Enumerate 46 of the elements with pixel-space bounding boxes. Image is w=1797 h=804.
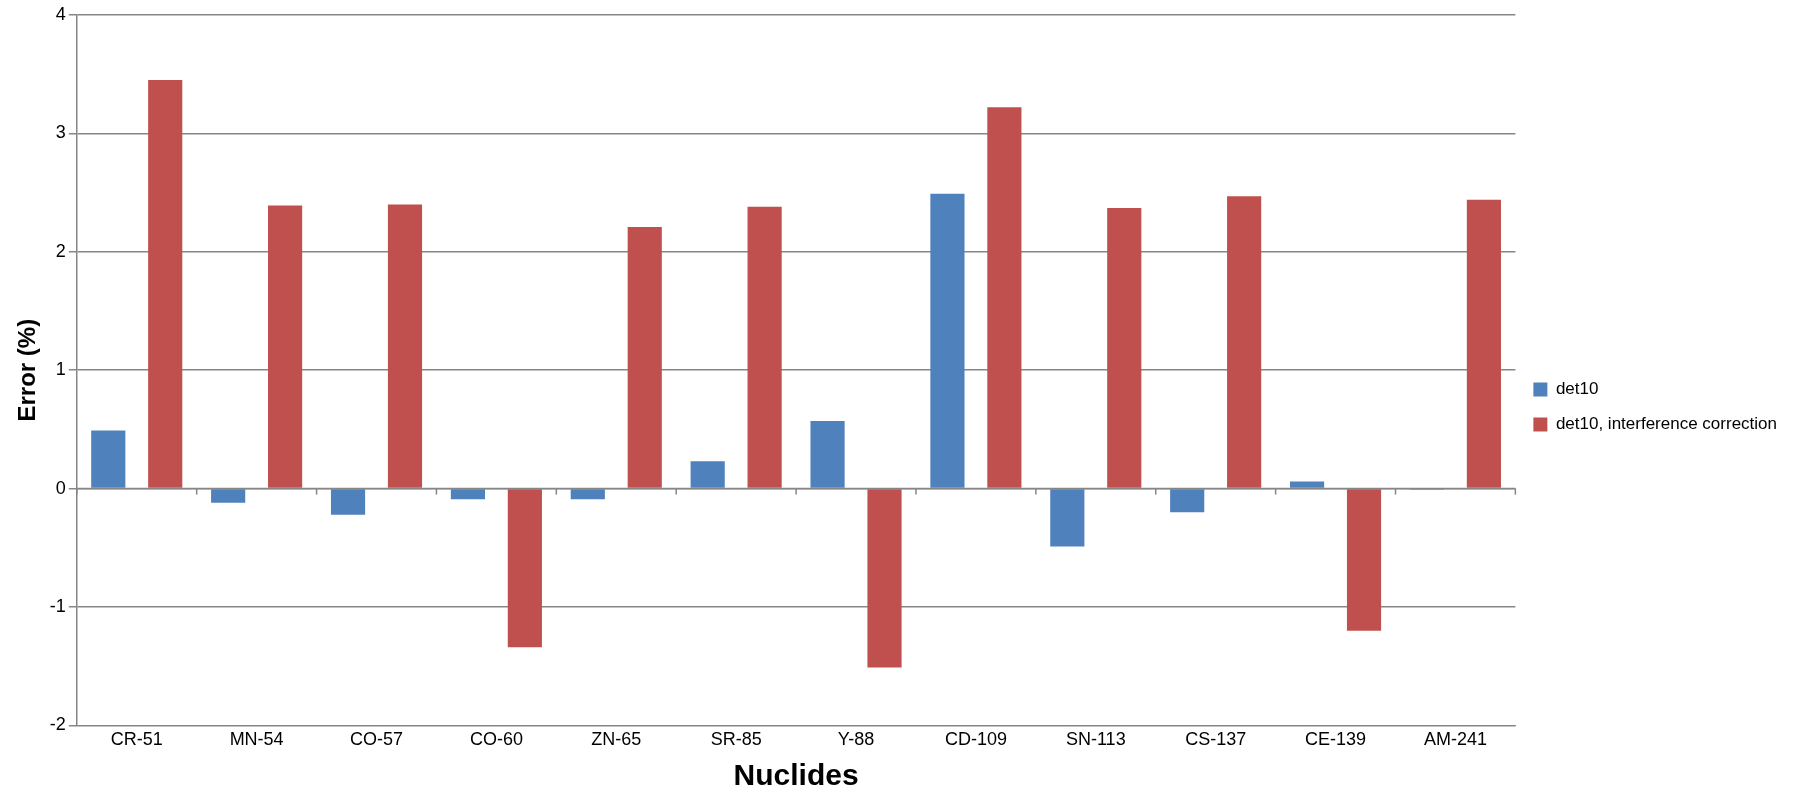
- x-tick-label: CO-60: [469, 729, 523, 750]
- bar: [867, 489, 902, 668]
- x-tick-label: CS-137: [1185, 729, 1247, 750]
- x-tick-label: MN-54: [229, 729, 284, 750]
- y-tick-label: -1: [49, 595, 66, 616]
- bar: [1466, 199, 1501, 488]
- bar: [450, 489, 485, 500]
- x-tick-label: ZN-65: [591, 729, 642, 750]
- legend-label: det10, interference correction: [1555, 414, 1777, 434]
- bar: [930, 193, 965, 488]
- x-tick-label: SR-85: [710, 729, 762, 750]
- bar: [387, 204, 423, 488]
- bar: [627, 226, 662, 488]
- bar: [148, 80, 183, 488]
- bar: [1170, 489, 1205, 513]
- legend-label: det10: [1555, 379, 1599, 399]
- bar: [570, 489, 605, 500]
- bar: [747, 206, 782, 488]
- bar: [91, 430, 126, 488]
- y-tick-label: -2: [49, 714, 66, 735]
- bar: [268, 205, 303, 488]
- y-axis-title: Error (%): [13, 318, 41, 422]
- x-tick-label: CE-139: [1305, 729, 1367, 750]
- y-tick-label: 0: [55, 477, 66, 498]
- x-tick-label: AM-241: [1423, 729, 1487, 750]
- x-tick-label: SN-113: [1065, 729, 1126, 750]
- bar: [810, 421, 845, 488]
- bar: [1107, 207, 1142, 488]
- y-tick-label: 1: [55, 359, 66, 380]
- bar: [507, 489, 542, 648]
- bar: [330, 489, 366, 515]
- x-tick-label: CO-57: [350, 729, 404, 750]
- x-tick-label: Y-88: [837, 729, 875, 750]
- bar: [690, 461, 725, 488]
- x-tick-label: CR-51: [110, 729, 163, 750]
- x-tick-label: CD-109: [944, 729, 1007, 750]
- bar: [1227, 196, 1262, 488]
- bar: [211, 489, 246, 503]
- bar: [1050, 489, 1085, 547]
- y-tick-label: 2: [55, 240, 66, 261]
- bar: [987, 107, 1022, 488]
- bar: [1346, 489, 1382, 631]
- bar: [1290, 481, 1325, 488]
- y-tick-label: 3: [55, 122, 66, 143]
- y-tick-label: 4: [55, 3, 66, 24]
- x-axis-title: Nuclides: [733, 758, 859, 792]
